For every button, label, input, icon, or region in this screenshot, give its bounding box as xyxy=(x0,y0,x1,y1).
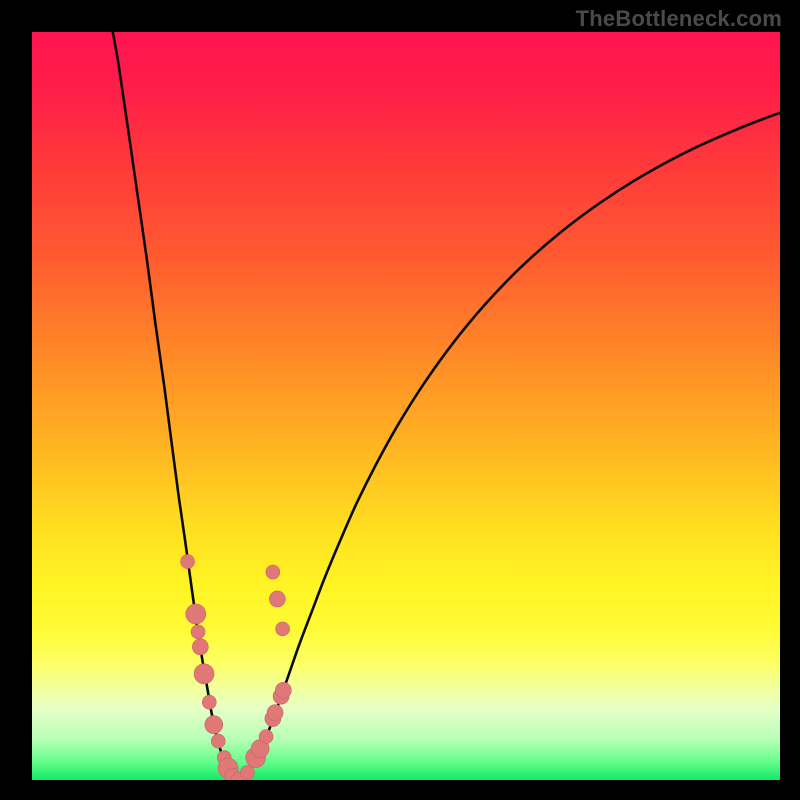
marker-dot xyxy=(186,604,206,624)
marker-dot xyxy=(269,591,285,607)
marker-dot xyxy=(192,639,208,655)
marker-dot xyxy=(194,664,214,684)
marker-dot xyxy=(240,766,254,780)
watermark-text: TheBottleneck.com xyxy=(576,6,782,32)
plot-background xyxy=(32,32,780,780)
marker-dot xyxy=(267,705,283,721)
marker-dot xyxy=(275,682,291,698)
figure-root: TheBottleneck.com xyxy=(0,0,800,800)
marker-dot xyxy=(211,734,225,748)
marker-dot xyxy=(181,555,195,569)
marker-dot xyxy=(276,622,290,636)
marker-dot xyxy=(205,716,223,734)
plot-area xyxy=(32,32,780,780)
plot-svg xyxy=(32,32,780,780)
marker-dot xyxy=(202,695,216,709)
marker-dot xyxy=(191,625,205,639)
marker-dot xyxy=(259,730,273,744)
marker-dot xyxy=(266,565,280,579)
